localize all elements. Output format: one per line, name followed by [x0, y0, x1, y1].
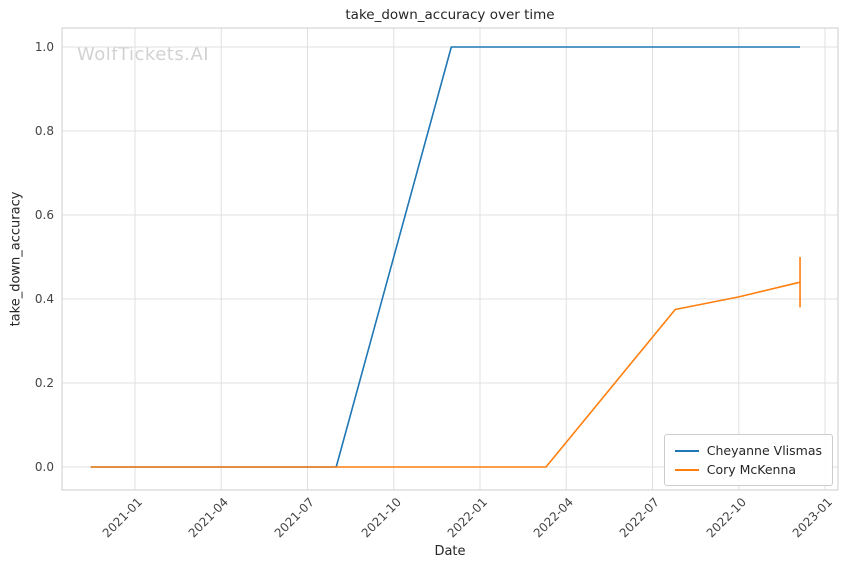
legend-label: Cheyanne Vlismas: [706, 443, 822, 458]
series-line: [90, 46, 800, 468]
y-tick-label: 0.0: [34, 460, 54, 474]
legend-label: Cory McKenna: [706, 462, 797, 477]
y-tick-label: 0.6: [34, 208, 54, 222]
legend-line-swatch: [674, 449, 699, 452]
y-tick-label: 0.2: [34, 376, 54, 390]
watermark: WolfTickets.AI: [77, 44, 210, 65]
y-tick-label: 1.0: [34, 40, 54, 54]
x-axis-label: Date: [434, 544, 466, 559]
legend: Cheyanne Vlismas Cory McKenna: [663, 434, 833, 486]
plot-border: [61, 27, 839, 491]
chart-title: take_down_accuracy over time: [345, 7, 555, 23]
legend-item: Cheyanne Vlismas: [674, 441, 822, 460]
y-tick-label: 0.8: [34, 124, 54, 138]
legend-item: Cory McKenna: [674, 460, 822, 479]
series-line: [90, 281, 801, 468]
legend-line-swatch: [674, 468, 699, 471]
y-tick-label: 0.4: [34, 292, 54, 306]
